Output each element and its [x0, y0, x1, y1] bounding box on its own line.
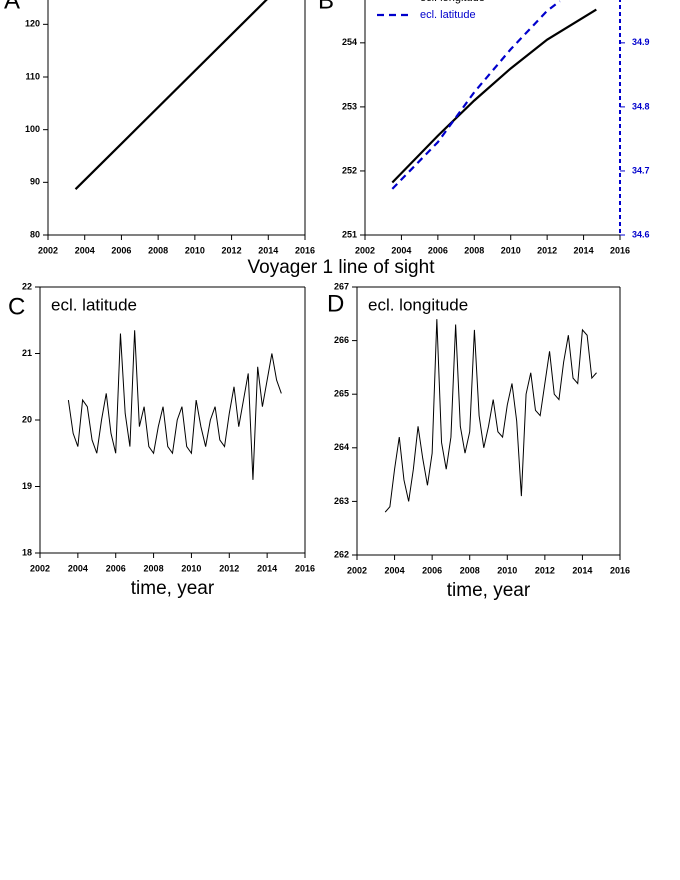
x-tick-label: 2008	[148, 245, 168, 255]
y-tick-label: 90	[30, 177, 40, 187]
panel-title: ecl. longitude	[368, 295, 468, 314]
y-tick-label: 264	[334, 442, 349, 452]
x-tick-label: 2006	[111, 245, 131, 255]
figure-title: Voyager 1 line of sight	[248, 257, 436, 278]
x-axis-label: time, year	[131, 578, 215, 599]
x-tick-label: 2014	[574, 245, 594, 255]
plot-area	[74, 0, 268, 190]
data-line	[391, 0, 561, 190]
y-tick-label: 262	[334, 549, 349, 559]
y2-tick-label: 34.7	[632, 165, 650, 175]
x-tick-label: 2016	[295, 563, 315, 573]
y2-tick-label: 34.6	[632, 229, 650, 239]
x-tick-label: 2010	[497, 565, 517, 575]
panel-title: ecl. latitude	[51, 295, 137, 314]
x-tick-label: 2012	[222, 245, 242, 255]
data-line	[391, 8, 597, 184]
y-tick-label: 18	[22, 547, 32, 557]
x-tick-label: 2010	[181, 563, 201, 573]
y-tick-label: 19	[22, 481, 32, 491]
legend-label: ecl. longitude	[420, 0, 485, 4]
x-tick-label: 2016	[610, 565, 630, 575]
x-tick-label: 2004	[391, 245, 411, 255]
x-axis-label: time, year	[447, 580, 531, 601]
x-tick-label: 2004	[75, 245, 95, 255]
x-tick-label: 2014	[257, 563, 277, 573]
y2-tick-label: 34.9	[632, 37, 650, 47]
x-tick-label: 2004	[68, 563, 88, 573]
x-tick-label: 2006	[428, 245, 448, 255]
data-line	[74, 0, 268, 190]
y-tick-label: 267	[334, 281, 349, 291]
x-tick-label: 2008	[464, 245, 484, 255]
x-tick-label: 2008	[460, 565, 480, 575]
x-tick-label: 2010	[185, 245, 205, 255]
x-tick-label: 2012	[537, 245, 557, 255]
y-tick-label: 100	[25, 124, 40, 134]
plot-area	[391, 0, 597, 190]
legend-label: ecl. latitude	[420, 9, 476, 21]
x-tick-label: 2002	[347, 565, 367, 575]
x-tick-label: 2012	[219, 563, 239, 573]
x-tick-label: 2008	[144, 563, 164, 573]
data-line	[384, 319, 597, 513]
y-tick-label: 266	[334, 335, 349, 345]
y-tick-label: 251	[342, 229, 357, 239]
panel-label: A	[4, 0, 20, 14]
y-tick-label: 252	[342, 165, 357, 175]
x-tick-label: 2010	[501, 245, 521, 255]
x-tick-label: 2002	[38, 245, 58, 255]
y2-tick-label: 34.8	[632, 101, 650, 111]
x-tick-label: 2012	[535, 565, 555, 575]
panel-label: C	[8, 293, 25, 320]
y-tick-label: 254	[342, 37, 357, 47]
x-tick-label: 2004	[385, 565, 405, 575]
x-tick-label: 2002	[355, 245, 375, 255]
panel-label: D	[327, 290, 344, 317]
y-tick-label: 20	[22, 414, 32, 424]
x-tick-label: 2006	[106, 563, 126, 573]
y-tick-label: 80	[30, 229, 40, 239]
plot-area	[384, 319, 597, 513]
x-tick-label: 2014	[258, 245, 278, 255]
y-tick-label: 21	[22, 348, 32, 358]
x-tick-label: 2014	[572, 565, 592, 575]
x-tick-label: 2002	[30, 563, 50, 573]
y-tick-label: 263	[334, 496, 349, 506]
x-tick-label: 2016	[295, 245, 315, 255]
y-tick-label: 120	[25, 19, 40, 29]
data-line	[67, 330, 282, 480]
y-tick-label: 22	[22, 281, 32, 291]
y-tick-label: 253	[342, 101, 357, 111]
plot-area	[67, 330, 282, 480]
y-tick-label: 110	[25, 71, 40, 81]
x-tick-label: 2006	[422, 565, 442, 575]
y-tick-label: 265	[334, 389, 349, 399]
x-tick-label: 2016	[610, 245, 630, 255]
panel-label: B	[318, 0, 334, 14]
